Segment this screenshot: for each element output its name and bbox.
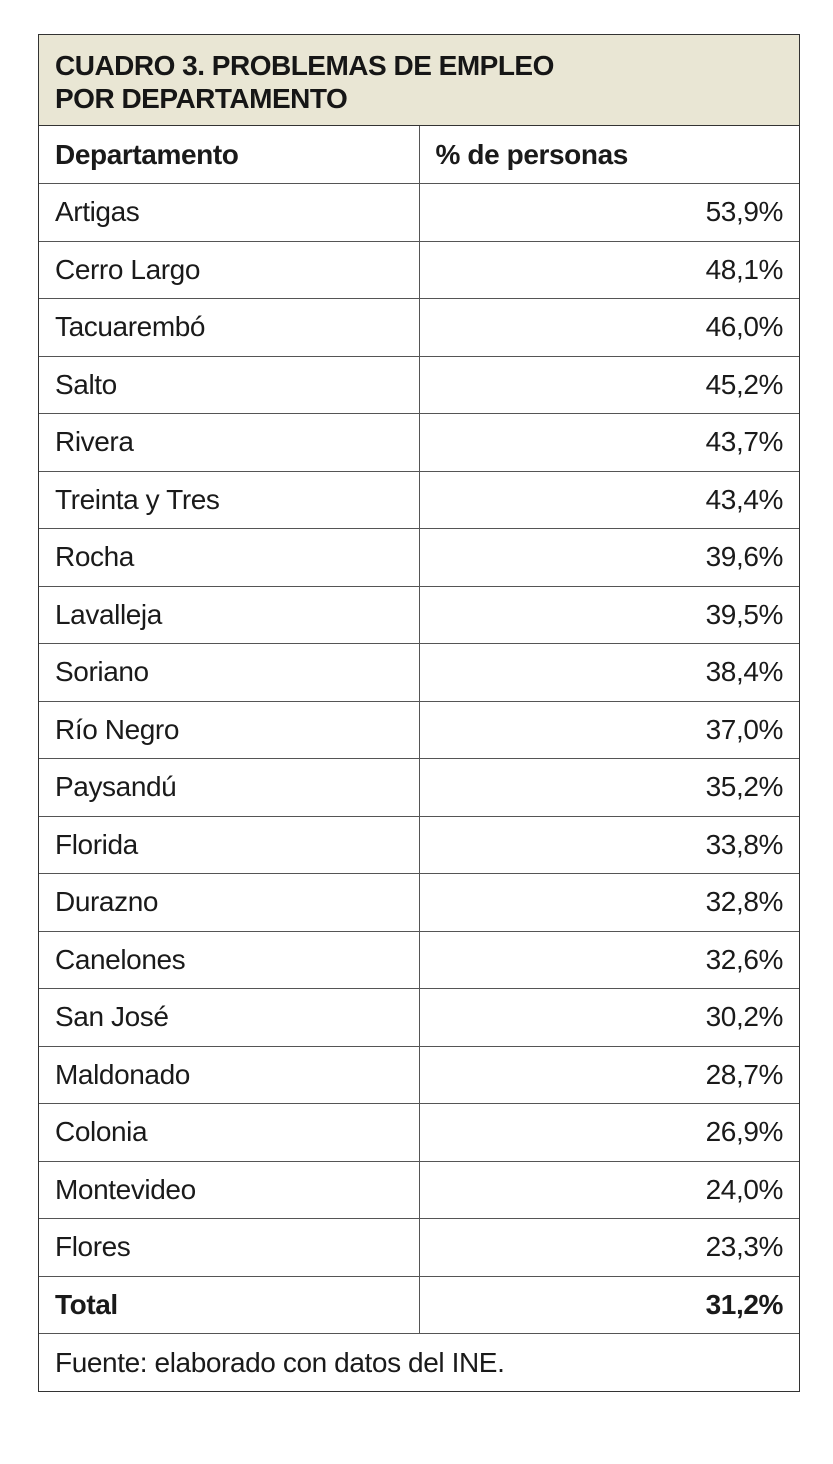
table-row: Soriano 38,4% xyxy=(39,643,799,702)
employment-table-card: CUADRO 3. PROBLEMAS DE EMPLEO POR DEPART… xyxy=(38,34,800,1392)
table-title-line-1: CUADRO 3. PROBLEMAS DE EMPLEO xyxy=(55,50,554,81)
percent-cell: 28,7% xyxy=(419,1046,799,1104)
percent-cell: 48,1% xyxy=(419,241,799,299)
table-title: CUADRO 3. PROBLEMAS DE EMPLEO POR DEPART… xyxy=(39,35,799,126)
department-cell: Rivera xyxy=(39,413,420,472)
department-cell: Flores xyxy=(39,1218,420,1277)
table-row: San José 30,2% xyxy=(39,988,799,1047)
department-cell: Maldonado xyxy=(39,1046,420,1104)
percent-cell: 45,2% xyxy=(419,356,799,414)
percent-cell: 37,0% xyxy=(419,701,799,759)
table-row: Florida 33,8% xyxy=(39,816,799,874)
department-cell: Río Negro xyxy=(39,701,420,759)
percent-cell: 53,9% xyxy=(419,183,799,242)
table-row: Artigas 53,9% xyxy=(39,183,799,242)
percent-cell: 39,6% xyxy=(419,528,799,587)
total-value: 31,2% xyxy=(419,1276,799,1334)
table-row: Maldonado 28,7% xyxy=(39,1046,799,1104)
percent-cell: 43,4% xyxy=(419,471,799,529)
department-cell: Soriano xyxy=(39,643,420,702)
department-cell: Paysandú xyxy=(39,758,420,817)
department-cell: Tacuarembó xyxy=(39,298,420,357)
department-cell: San José xyxy=(39,988,420,1047)
percent-cell: 38,4% xyxy=(419,643,799,702)
department-cell: Canelones xyxy=(39,931,420,989)
table-row: Río Negro 37,0% xyxy=(39,701,799,759)
percent-cell: 39,5% xyxy=(419,586,799,644)
total-row: Total 31,2% xyxy=(39,1276,799,1334)
percent-cell: 24,0% xyxy=(419,1161,799,1219)
source-note: Fuente: elaborado con datos del INE. xyxy=(55,1346,505,1378)
table-title-line-2: POR DEPARTAMENTO xyxy=(55,83,348,114)
percent-cell: 43,7% xyxy=(419,413,799,472)
department-cell: Cerro Largo xyxy=(39,241,420,299)
column-header-percent: % de personas xyxy=(419,126,799,184)
table-row: Rivera 43,7% xyxy=(39,413,799,472)
table-row: Salto 45,2% xyxy=(39,356,799,414)
table-row: Montevideo 24,0% xyxy=(39,1161,799,1219)
percent-cell: 46,0% xyxy=(419,298,799,357)
percent-cell: 35,2% xyxy=(419,758,799,817)
percent-cell: 26,9% xyxy=(419,1103,799,1162)
department-cell: Salto xyxy=(39,356,420,414)
percent-cell: 30,2% xyxy=(419,988,799,1047)
percent-cell: 33,8% xyxy=(419,816,799,874)
department-cell: Colonia xyxy=(39,1103,420,1162)
department-cell: Montevideo xyxy=(39,1161,420,1219)
total-label: Total xyxy=(39,1276,420,1334)
table-row: Rocha 39,6% xyxy=(39,528,799,587)
table-row: Canelones 32,6% xyxy=(39,931,799,989)
table-row: Paysandú 35,2% xyxy=(39,758,799,817)
table-row: Durazno 32,8% xyxy=(39,873,799,932)
table-row: Cerro Largo 48,1% xyxy=(39,241,799,299)
table-row: Tacuarembó 46,0% xyxy=(39,298,799,357)
table-body: Artigas 53,9% Cerro Largo 48,1% Tacuarembó 46… xyxy=(39,183,799,1277)
percent-cell: 23,3% xyxy=(419,1218,799,1277)
percent-cell: 32,6% xyxy=(419,931,799,989)
column-header-department: Departamento xyxy=(39,126,420,184)
table-row: Flores 23,3% xyxy=(39,1218,799,1277)
department-cell: Florida xyxy=(39,816,420,874)
department-cell: Treinta y Tres xyxy=(39,471,420,529)
percent-cell: 32,8% xyxy=(419,873,799,932)
table-row: Colonia 26,9% xyxy=(39,1103,799,1162)
department-cell: Rocha xyxy=(39,528,420,587)
table-row: Lavalleja 39,5% xyxy=(39,586,799,644)
department-cell: Lavalleja xyxy=(39,586,420,644)
table-row: Treinta y Tres 43,4% xyxy=(39,471,799,529)
table-header-row: Departamento % de personas xyxy=(39,126,799,184)
department-cell: Artigas xyxy=(39,183,420,242)
employment-table: Departamento % de personas Artigas 53,9% C… xyxy=(39,126,799,1334)
department-cell: Durazno xyxy=(39,873,420,932)
